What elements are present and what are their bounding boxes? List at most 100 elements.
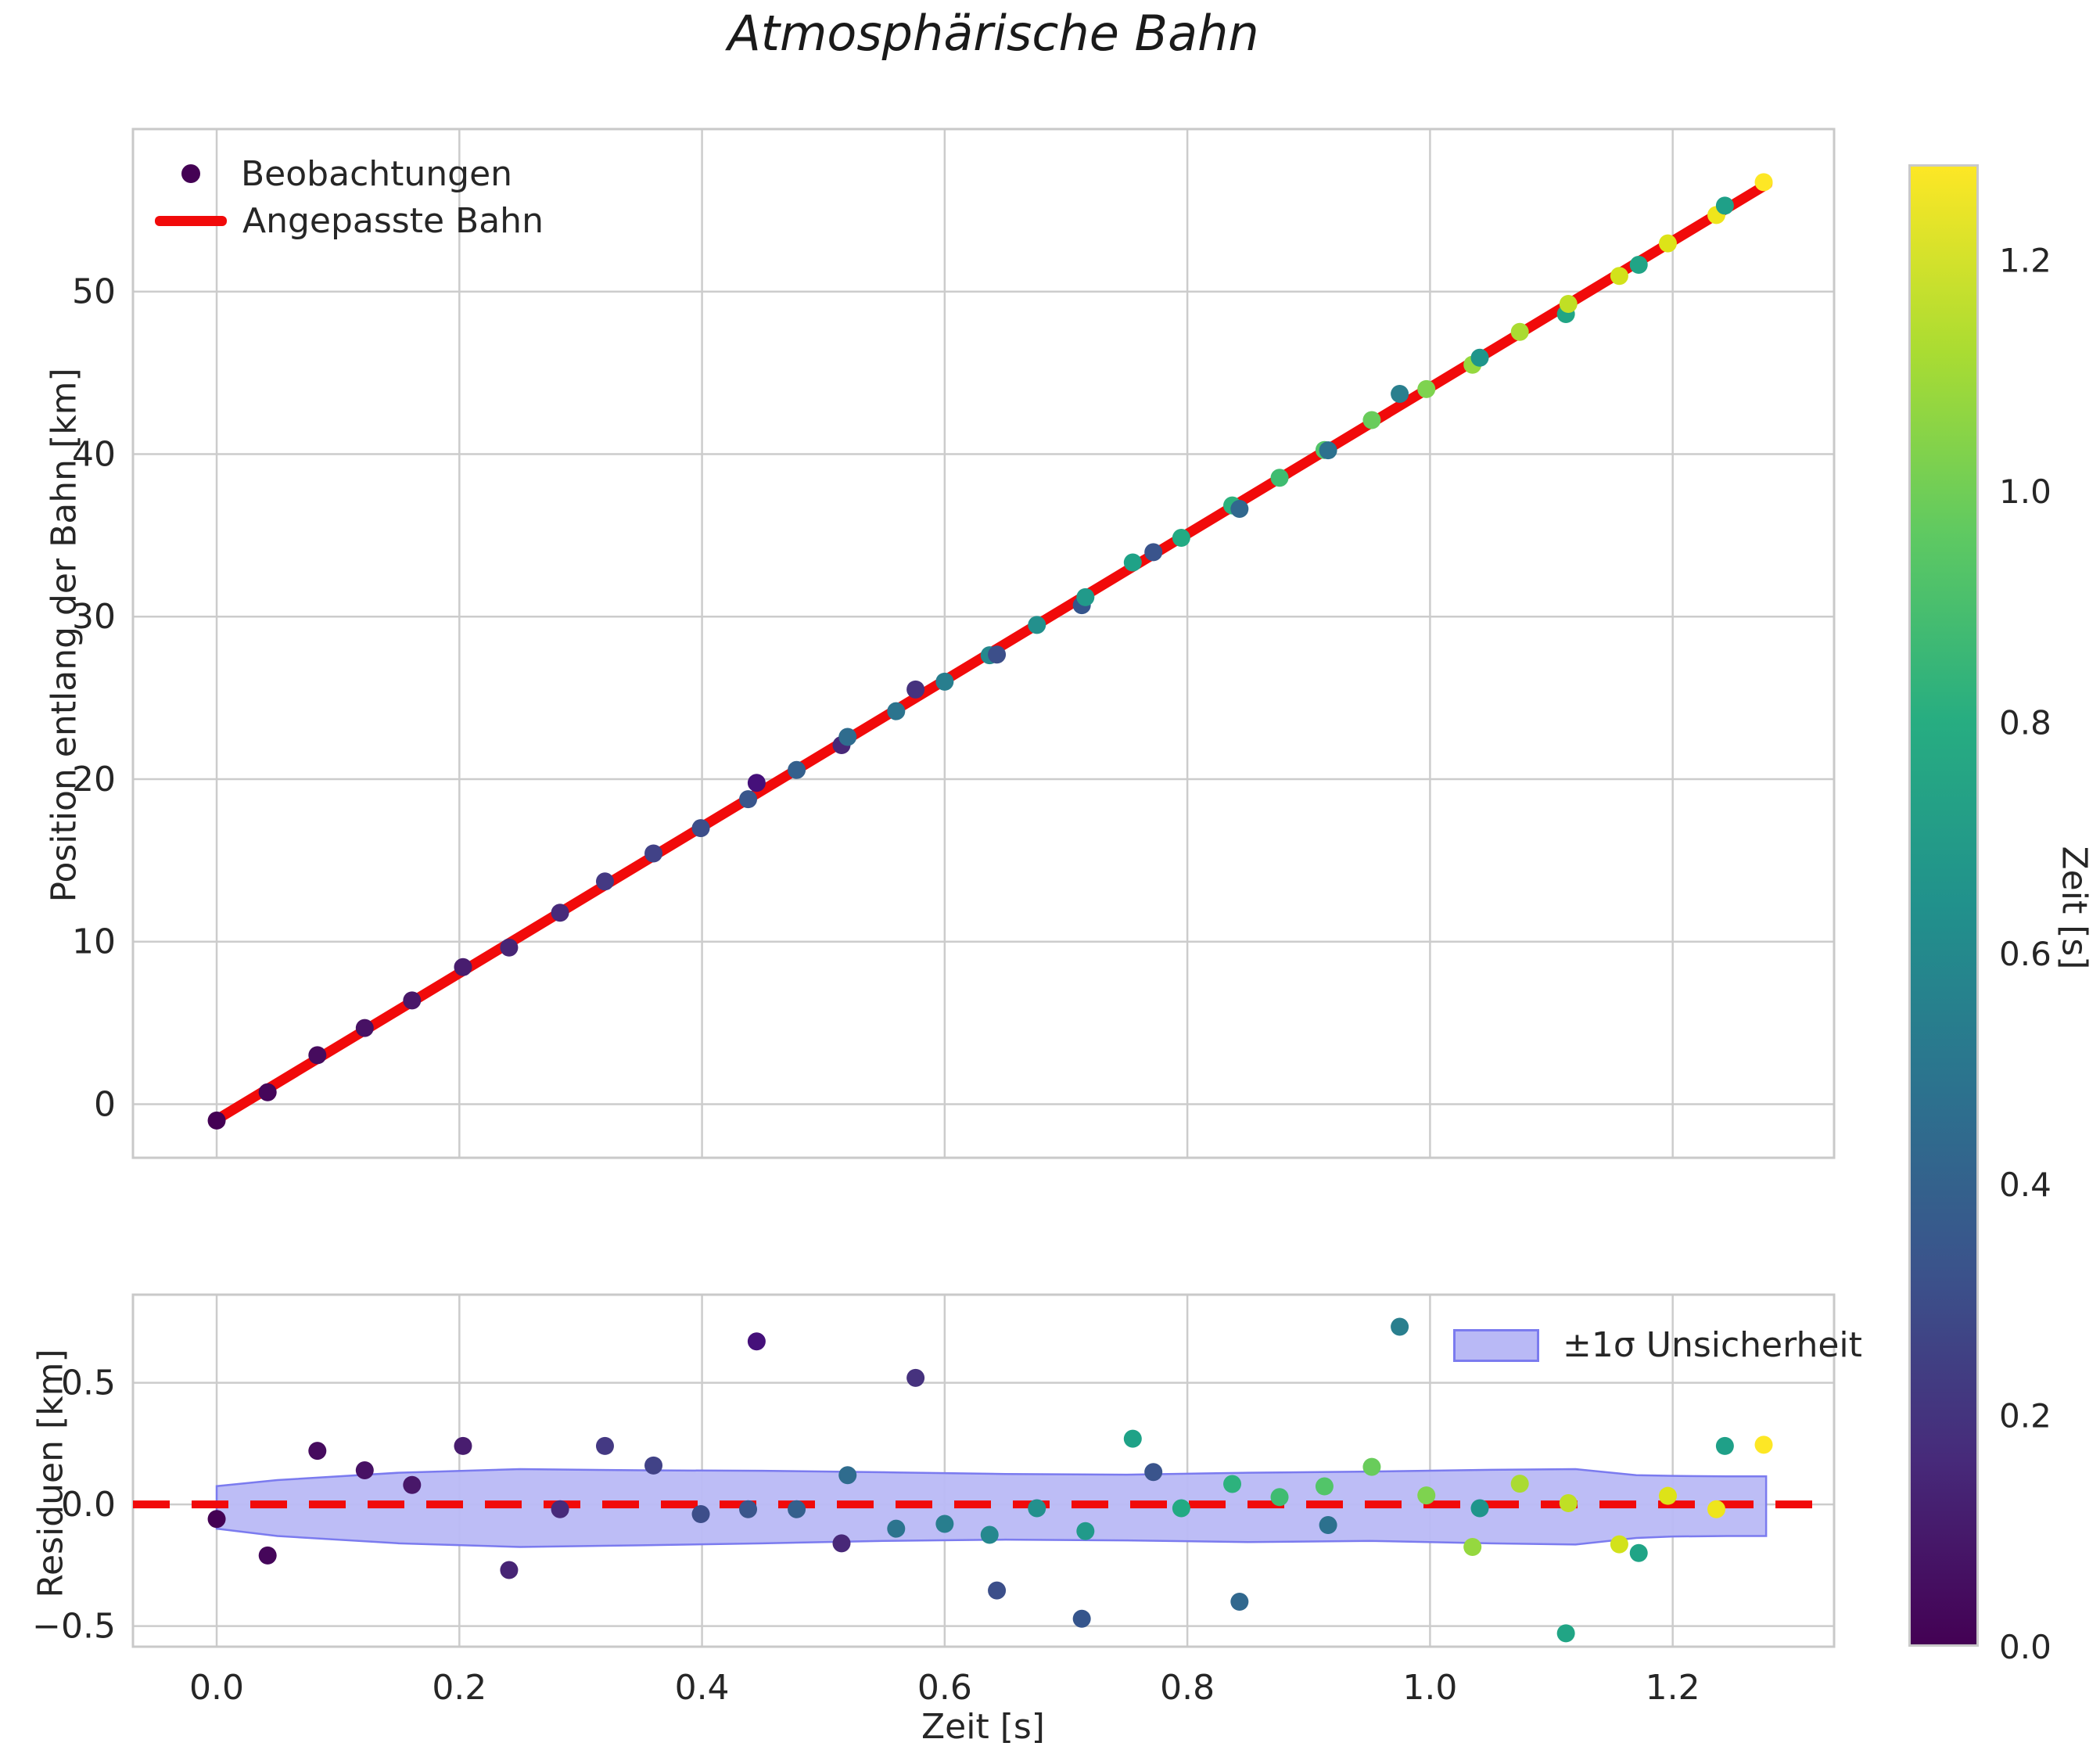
observation-point	[748, 774, 766, 792]
residual-point	[748, 1332, 766, 1350]
residual-point	[1391, 1318, 1409, 1336]
colorbar-label-wrap: Zeit [s]	[2043, 821, 2100, 993]
x-tick-label: 0.6	[917, 1668, 972, 1708]
observation-point	[1271, 469, 1289, 487]
observation-point	[739, 790, 757, 808]
colorbar-gradient	[1908, 164, 1979, 1647]
residual-point	[1755, 1435, 1773, 1453]
residual-point	[403, 1476, 421, 1494]
residual-point	[1417, 1486, 1435, 1504]
residual-point	[1362, 1458, 1380, 1476]
residual-point	[551, 1500, 569, 1518]
chart-canvas: 010203040500.50.0−0.50.00.20.40.60.81.01…	[0, 0, 2100, 1757]
bottom-y-axis-label: Residuen [km]	[31, 1317, 71, 1630]
residual-point	[1316, 1478, 1334, 1496]
residual-point	[1144, 1463, 1162, 1481]
observation-point	[1319, 441, 1337, 459]
residual-point	[832, 1534, 850, 1552]
uncertainty-label: ±1σ Unsicherheit	[1563, 1325, 1862, 1365]
observations-marker-icon	[181, 164, 200, 183]
observation-point	[1144, 543, 1162, 561]
residual-point	[1463, 1538, 1481, 1556]
uncertainty-band-icon	[1453, 1329, 1539, 1362]
observation-point	[208, 1112, 226, 1130]
colorbar-tick-label: 1.0	[1999, 472, 2052, 511]
observation-point	[988, 645, 1006, 663]
observation-point	[1471, 349, 1489, 367]
observations-label: Beobachtungen	[241, 154, 512, 194]
observation-point	[356, 1019, 374, 1037]
x-tick-label: 0.8	[1160, 1668, 1215, 1708]
residual-point	[308, 1442, 326, 1460]
residual-point	[1707, 1500, 1725, 1518]
observation-point	[596, 872, 614, 890]
residual-point	[1630, 1544, 1648, 1562]
observation-point	[692, 819, 710, 837]
observation-point	[551, 904, 569, 922]
observation-point	[906, 681, 924, 699]
observation-point	[1124, 553, 1142, 571]
x-tick-label: 1.0	[1402, 1668, 1457, 1708]
observation-point	[644, 844, 662, 862]
observation-point	[500, 939, 518, 957]
fit-label: Angepasste Bahn	[242, 201, 544, 241]
observation-point	[1391, 385, 1409, 403]
observation-point	[1716, 196, 1734, 214]
top-y-tick-label: 0	[94, 1084, 116, 1124]
residual-point	[988, 1582, 1006, 1600]
top-y-tick-label: 50	[72, 272, 116, 312]
residual-point	[981, 1525, 999, 1543]
residual-point	[208, 1510, 226, 1528]
axes-spine	[133, 129, 1834, 1158]
residual-point	[838, 1466, 856, 1484]
observation-point	[838, 728, 856, 746]
residual-point	[1511, 1475, 1529, 1493]
residual-point	[692, 1505, 710, 1523]
residual-point	[1028, 1500, 1046, 1518]
observation-point	[1659, 235, 1677, 253]
residual-point	[1659, 1487, 1677, 1505]
residual-point	[1471, 1500, 1489, 1518]
residual-point	[935, 1514, 953, 1532]
residual-point	[1716, 1437, 1734, 1455]
top-legend: Beobachtungen Angepasste Bahn	[153, 150, 544, 244]
observation-point	[1362, 411, 1380, 429]
observation-point	[788, 761, 806, 779]
x-axis-label: Zeit [s]	[866, 1707, 1100, 1747]
residual-point	[1230, 1593, 1248, 1611]
x-tick-label: 0.0	[189, 1668, 244, 1708]
figure: Atmosphärische Bahn 010203040500.50.0−0.…	[0, 0, 2100, 1757]
legend-item-fit: Angepasste Bahn	[153, 197, 544, 244]
colorbar-tick-label: 1.2	[1999, 242, 2052, 280]
residual-point	[500, 1561, 518, 1579]
observation-point	[887, 702, 905, 720]
observation-point	[1560, 295, 1578, 313]
bottom-legend: ±1σ Unsicherheit	[1453, 1325, 1862, 1365]
residual-point	[1124, 1430, 1142, 1448]
residual-point	[356, 1461, 374, 1479]
observation-point	[935, 673, 953, 691]
top-y-axis-label: Position entlang der Bahn [km]	[45, 386, 84, 903]
observation-point	[1230, 500, 1248, 518]
observation-point	[403, 991, 421, 1009]
residual-point	[1076, 1522, 1094, 1540]
residual-point	[596, 1437, 614, 1455]
residual-point	[454, 1437, 472, 1455]
residual-point	[259, 1547, 277, 1565]
residual-point	[1560, 1494, 1578, 1512]
residual-point	[644, 1457, 662, 1475]
residual-point	[1557, 1624, 1575, 1642]
residual-point	[1223, 1475, 1241, 1493]
x-tick-label: 1.2	[1646, 1668, 1700, 1708]
colorbar-tick-label: 0.8	[1999, 703, 2052, 742]
observation-point	[1630, 256, 1648, 274]
x-tick-label: 0.4	[675, 1668, 730, 1708]
colorbar-tick-label: 0.0	[1999, 1628, 2052, 1666]
observation-point	[1511, 323, 1529, 341]
residual-point	[739, 1500, 757, 1518]
observation-point	[1610, 267, 1628, 285]
residual-point	[887, 1520, 905, 1538]
top-y-tick-label: 10	[72, 922, 116, 962]
colorbar-tick-label: 0.2	[1999, 1397, 2052, 1435]
observation-point	[1076, 588, 1094, 606]
